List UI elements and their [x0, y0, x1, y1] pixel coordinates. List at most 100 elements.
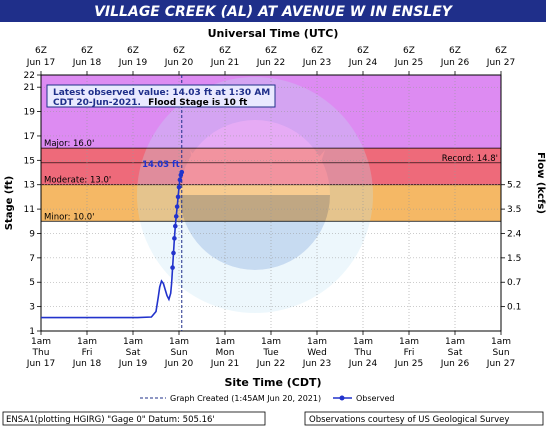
- bottom-tick-time: 1am: [353, 337, 373, 347]
- bottom-tick-time: 1am: [215, 337, 235, 347]
- bottom-tick-date: Jun 20: [164, 359, 194, 369]
- observed-point: [177, 177, 183, 183]
- bottom-tick-date: Jun 26: [440, 359, 470, 369]
- top-tick-hour: 6Z: [35, 46, 47, 56]
- legend-observed-marker: [339, 395, 345, 401]
- top-tick-date: Jun 27: [486, 58, 515, 68]
- bottom-tick-time: 1am: [491, 337, 511, 347]
- y-tick-label: 11: [24, 205, 35, 215]
- top-tick-date: Jun 26: [440, 58, 470, 68]
- obs-line-1: Latest observed value: 14.03 ft at 1:30 …: [53, 88, 270, 98]
- bottom-tick-time: 1am: [307, 337, 327, 347]
- bottom-tick-date: Jun 24: [348, 359, 378, 369]
- top-tick-hour: 6Z: [219, 46, 231, 56]
- bottom-tick-date: Jun 17: [26, 359, 55, 369]
- bottom-tick-day: Wed: [307, 348, 327, 358]
- label-minor: Minor: 10.0': [44, 212, 94, 222]
- top-tick-hour: 6Z: [81, 46, 93, 56]
- y-tick-label: 9: [29, 229, 35, 239]
- observed-point: [174, 204, 180, 209]
- legend-observed-label: Observed: [356, 394, 395, 403]
- bottom-tick-day: Fri: [404, 348, 415, 358]
- y-tick-label: 7: [29, 254, 35, 264]
- bottom-tick-time: 1am: [123, 337, 143, 347]
- observed-point: [179, 169, 185, 175]
- y-tick-label: 19: [24, 108, 36, 118]
- y2-axis-title: Flow (kcfs): [535, 152, 546, 214]
- footer-left-box: [2, 411, 266, 426]
- y-tick-label: 13: [24, 181, 35, 191]
- bottom-tick-day: Tue: [262, 348, 279, 358]
- y-tick-label: 15: [24, 156, 35, 166]
- top-tick-date: Jun 20: [164, 58, 194, 68]
- bottom-tick-time: 1am: [169, 337, 189, 347]
- top-tick-hour: 6Z: [311, 46, 323, 56]
- bottom-tick-day: Mon: [216, 348, 235, 358]
- y-axis-title: Stage (ft): [4, 176, 15, 230]
- top-axis-title: Universal Time (UTC): [208, 27, 339, 40]
- bottom-tick-date: Jun 25: [394, 359, 423, 369]
- flow-tick-label: 0.7: [507, 278, 521, 288]
- y-tick-label: 5: [29, 278, 35, 288]
- bottom-tick-date: Jun 23: [302, 359, 331, 369]
- band-moderate: [41, 148, 501, 185]
- bottom-tick-date: Jun 27: [486, 359, 515, 369]
- label-major: Major: 16.0': [44, 139, 94, 149]
- observed-point: [176, 184, 182, 190]
- bottom-tick-date: Jun 22: [256, 359, 285, 369]
- latest-observation-box: Latest observed value: 14.03 ft at 1:30 …: [46, 84, 276, 108]
- top-tick-hour: 6Z: [127, 46, 139, 56]
- top-tick-date: Jun 19: [118, 58, 148, 68]
- latest-value-label: 14.03 ft: [142, 160, 180, 170]
- top-tick-date: Jun 23: [302, 58, 331, 68]
- bottom-tick-date: Jun 18: [72, 359, 102, 369]
- y-tick-label: 21: [24, 83, 35, 93]
- bottom-tick-day: Sun: [170, 348, 187, 358]
- obs-line-2-flood: Flood Stage is 10 ft: [148, 98, 248, 108]
- chart-title: VILLAGE CREEK (AL) AT AVENUE W IN ENSLEY: [94, 4, 454, 20]
- top-tick-hour: 6Z: [265, 46, 277, 56]
- footer-right-box: [304, 411, 544, 426]
- bottom-tick-time: 1am: [31, 337, 51, 347]
- obs-line-2-date: CDT 20-Jun-2021.: [53, 98, 141, 108]
- top-tick-hour: 6Z: [449, 46, 461, 56]
- observed-point: [171, 250, 176, 256]
- top-tick-hour: 6Z: [357, 46, 369, 56]
- top-tick-hour: 6Z: [495, 46, 507, 56]
- title-bar: [0, 0, 546, 22]
- bottom-axis-title: Site Time (CDT): [224, 376, 321, 389]
- y-tick-label: 3: [29, 303, 35, 313]
- bottom-tick-day: Sat: [126, 348, 141, 358]
- observed-point: [173, 214, 179, 219]
- legend-created-label: Graph Created (1:45AM Jun 20, 2021): [170, 394, 321, 403]
- top-tick-hour: 6Z: [173, 46, 185, 56]
- top-tick-date: Jun 21: [210, 58, 239, 68]
- flow-tick-label: 3.5: [507, 205, 521, 215]
- bottom-tick-time: 1am: [445, 337, 465, 347]
- record-label: Record: 14.8': [442, 154, 498, 164]
- flow-tick-label: 1.5: [507, 254, 521, 264]
- observed-point: [175, 194, 181, 200]
- y-tick-label: 17: [24, 132, 35, 142]
- bottom-tick-day: Thu: [354, 348, 372, 358]
- y-tick-label: 22: [24, 71, 35, 81]
- top-tick-date: Jun 24: [348, 58, 378, 68]
- bottom-tick-time: 1am: [399, 337, 419, 347]
- bottom-tick-day: Sun: [492, 348, 509, 358]
- top-tick-date: Jun 17: [26, 58, 55, 68]
- label-moderate: Moderate: 13.0': [44, 176, 111, 186]
- bottom-tick-time: 1am: [261, 337, 281, 347]
- bottom-tick-date: Jun 21: [210, 359, 239, 369]
- flow-tick-label: 2.4: [507, 229, 522, 239]
- bottom-tick-day: Thu: [32, 348, 50, 358]
- observed-point: [172, 236, 177, 241]
- top-tick-hour: 6Z: [403, 46, 415, 56]
- footer-datum: ENSA1(plotting HGIRG) "Gage 0" Datum: 50…: [6, 415, 215, 425]
- observed-point: [173, 223, 178, 229]
- obs-line-2: CDT 20-Jun-2021. Flood Stage is 10 ft: [53, 98, 248, 108]
- bottom-tick-day: Sat: [448, 348, 463, 358]
- bottom-tick-date: Jun 19: [118, 359, 148, 369]
- bottom-tick-day: Fri: [82, 348, 93, 358]
- flow-tick-label: 5.2: [507, 181, 521, 191]
